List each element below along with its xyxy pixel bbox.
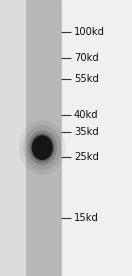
Text: 25kd: 25kd bbox=[74, 152, 99, 162]
Text: 100kd: 100kd bbox=[74, 27, 105, 37]
Ellipse shape bbox=[32, 135, 53, 160]
Text: 40kd: 40kd bbox=[74, 110, 99, 120]
Bar bbox=[26, 0, 63, 276]
Text: 35kd: 35kd bbox=[74, 128, 99, 137]
Text: 55kd: 55kd bbox=[74, 74, 99, 84]
Bar bbox=[0, 0, 26, 276]
Text: 15kd: 15kd bbox=[74, 213, 99, 223]
Text: 70kd: 70kd bbox=[74, 53, 99, 63]
Bar bbox=[61, 0, 132, 276]
Ellipse shape bbox=[19, 120, 65, 175]
Ellipse shape bbox=[23, 125, 61, 170]
Ellipse shape bbox=[30, 133, 54, 162]
Ellipse shape bbox=[27, 130, 57, 165]
